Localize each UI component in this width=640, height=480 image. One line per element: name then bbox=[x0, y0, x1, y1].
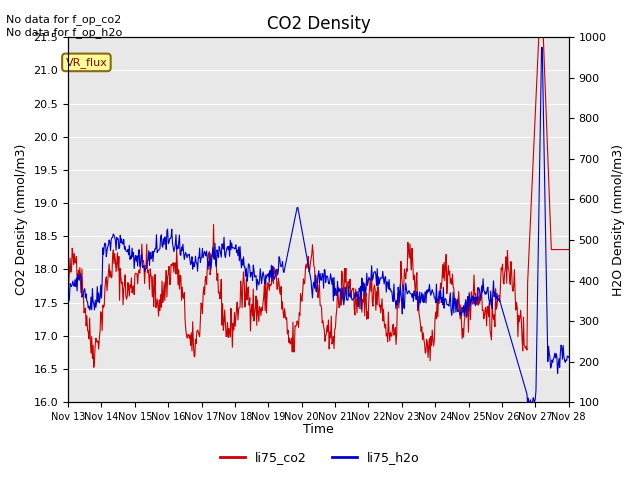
Y-axis label: H2O Density (mmol/m3): H2O Density (mmol/m3) bbox=[612, 144, 625, 296]
Y-axis label: CO2 Density (mmol/m3): CO2 Density (mmol/m3) bbox=[15, 144, 28, 295]
Line: li75_h2o: li75_h2o bbox=[68, 48, 569, 406]
Legend: li75_co2, li75_h2o: li75_co2, li75_h2o bbox=[215, 446, 425, 469]
li75_co2 bbox=[125, 293, 133, 299]
li75_h2o bbox=[175, 232, 183, 238]
li75_co2 bbox=[565, 247, 573, 252]
li75_co2 bbox=[380, 306, 387, 312]
li75_co2 bbox=[64, 278, 72, 284]
li75_h2o bbox=[202, 253, 210, 259]
li75_co2 bbox=[90, 364, 98, 370]
X-axis label: Time: Time bbox=[303, 423, 333, 436]
li75_h2o bbox=[64, 288, 72, 294]
li75_h2o bbox=[527, 403, 535, 408]
li75_h2o bbox=[394, 302, 401, 308]
Line: li75_co2: li75_co2 bbox=[68, 0, 569, 367]
li75_h2o bbox=[565, 355, 573, 360]
Text: VR_flux: VR_flux bbox=[65, 57, 108, 68]
Title: CO2 Density: CO2 Density bbox=[266, 15, 371, 33]
li75_h2o bbox=[125, 252, 132, 258]
li75_co2 bbox=[176, 273, 184, 278]
li75_h2o bbox=[379, 268, 387, 274]
li75_co2 bbox=[394, 291, 402, 297]
li75_co2 bbox=[203, 282, 211, 288]
li75_h2o bbox=[73, 288, 81, 294]
li75_h2o bbox=[538, 45, 545, 50]
li75_co2 bbox=[73, 276, 81, 282]
Text: No data for f_op_co2
No data for f_op_h2o: No data for f_op_co2 No data for f_op_h2… bbox=[6, 14, 123, 38]
